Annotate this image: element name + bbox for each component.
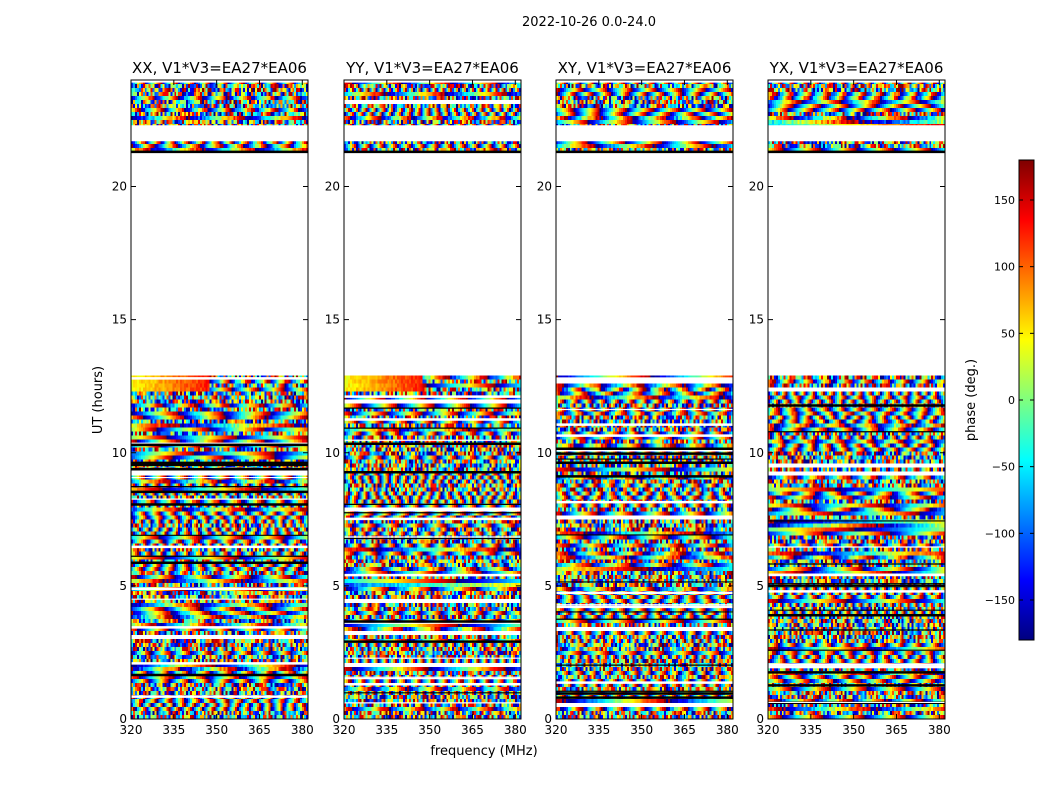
panel-3: XY, V1*V3=EA27*EA06 320 335 350 365 380 0 5 10 15… xyxy=(537,59,739,737)
y-tick-label: 10 xyxy=(112,446,127,460)
panel-4: YX, V1*V3=EA27*EA06 320 335 350 365 380 0 5 10 15… xyxy=(749,59,951,737)
panel-title: XX, V1*V3=EA27*EA06 xyxy=(132,59,307,77)
panel-frame xyxy=(343,79,522,720)
colorbar-tick-label: 150 xyxy=(994,194,1015,207)
y-tick-label: 0 xyxy=(119,712,127,726)
colorbar-tick-label: 50 xyxy=(1001,327,1015,340)
y-tick-label: 5 xyxy=(332,579,340,593)
panel-frame xyxy=(130,79,309,720)
x-tick-label: 380 xyxy=(291,723,314,737)
y-tick-label: 15 xyxy=(537,313,552,327)
x-tick-label: 365 xyxy=(673,723,696,737)
y-tick-label: 5 xyxy=(119,579,127,593)
x-tick-label: 335 xyxy=(162,723,185,737)
heatmap-image xyxy=(768,82,945,719)
flag-gap-band xyxy=(344,125,521,142)
heatmap-image xyxy=(131,82,308,719)
y-tick-label: 10 xyxy=(537,446,552,460)
x-tick-label: 380 xyxy=(716,723,739,737)
x-tick-label: 350 xyxy=(630,723,653,737)
colorbar-tick-label: 100 xyxy=(994,261,1015,274)
panel-title: YX, V1*V3=EA27*EA06 xyxy=(769,59,944,77)
panel-frame xyxy=(555,79,734,720)
panel-title: YY, V1*V3=EA27*EA06 xyxy=(345,59,519,77)
x-tick-label: 380 xyxy=(928,723,951,737)
x-tick-label: 335 xyxy=(375,723,398,737)
x-tick-label: 335 xyxy=(799,723,822,737)
y-tick-label: 20 xyxy=(749,180,764,194)
y-tick-label: 15 xyxy=(749,313,764,327)
x-tick-label: 320 xyxy=(333,723,356,737)
y-tick-label: 20 xyxy=(112,180,127,194)
x-tick-label: 380 xyxy=(504,723,527,737)
panels: XX, V1*V3=EA27*EA06 320 335 350 365 380 0 5 10 15… xyxy=(112,59,951,737)
y-tick-label: 0 xyxy=(332,712,340,726)
x-tick-label: 365 xyxy=(461,723,484,737)
heatmap-image xyxy=(556,82,733,719)
x-tick-label: 320 xyxy=(757,723,780,737)
panel-frame xyxy=(767,79,946,720)
y-tick-label: 5 xyxy=(544,579,552,593)
y-tick-label: 20 xyxy=(325,180,340,194)
flag-gap-band xyxy=(768,125,945,142)
y-tick-label: 0 xyxy=(756,712,764,726)
flag-gap-band xyxy=(556,125,733,142)
x-tick-label: 320 xyxy=(545,723,568,737)
x-tick-label: 320 xyxy=(120,723,143,737)
panel-1: XX, V1*V3=EA27*EA06 320 335 350 365 380 0 5 10 15… xyxy=(112,59,314,737)
x-tick-label: 350 xyxy=(842,723,865,737)
y-tick-label: 10 xyxy=(749,446,764,460)
x-tick-label: 335 xyxy=(587,723,610,737)
y-axis-label: UT (hours) xyxy=(91,366,106,434)
colorbar-label: phase (deg.) xyxy=(964,359,979,441)
x-tick-label: 365 xyxy=(885,723,908,737)
x-tick-label: 365 xyxy=(248,723,271,737)
x-axis-label: frequency (MHz) xyxy=(430,744,537,759)
x-tick-label: 350 xyxy=(418,723,441,737)
x-tick-label: 350 xyxy=(205,723,228,737)
flag-gap-band xyxy=(131,125,308,142)
y-tick-label: 20 xyxy=(537,180,552,194)
colorbar: phase (deg.) 150 100 50 0 −50 −100 −150 xyxy=(964,159,1035,641)
y-tick-label: 15 xyxy=(325,313,340,327)
colorbar-tick-label: −150 xyxy=(985,594,1015,607)
panel-2: YY, V1*V3=EA27*EA06 320 335 350 365 380 0 5 10 15… xyxy=(325,59,527,737)
figure-suptitle: 2022-10-26 0.0-24.0 xyxy=(522,15,656,30)
colorbar-tick-label: −50 xyxy=(992,461,1015,474)
y-tick-label: 10 xyxy=(325,446,340,460)
y-tick-label: 15 xyxy=(112,313,127,327)
colorbar-tick-label: −100 xyxy=(985,527,1015,540)
y-tick-label: 5 xyxy=(756,579,764,593)
colorbar-tick-label: 0 xyxy=(1008,394,1015,407)
panel-title: XY, V1*V3=EA27*EA06 xyxy=(558,59,732,77)
y-tick-label: 0 xyxy=(544,712,552,726)
